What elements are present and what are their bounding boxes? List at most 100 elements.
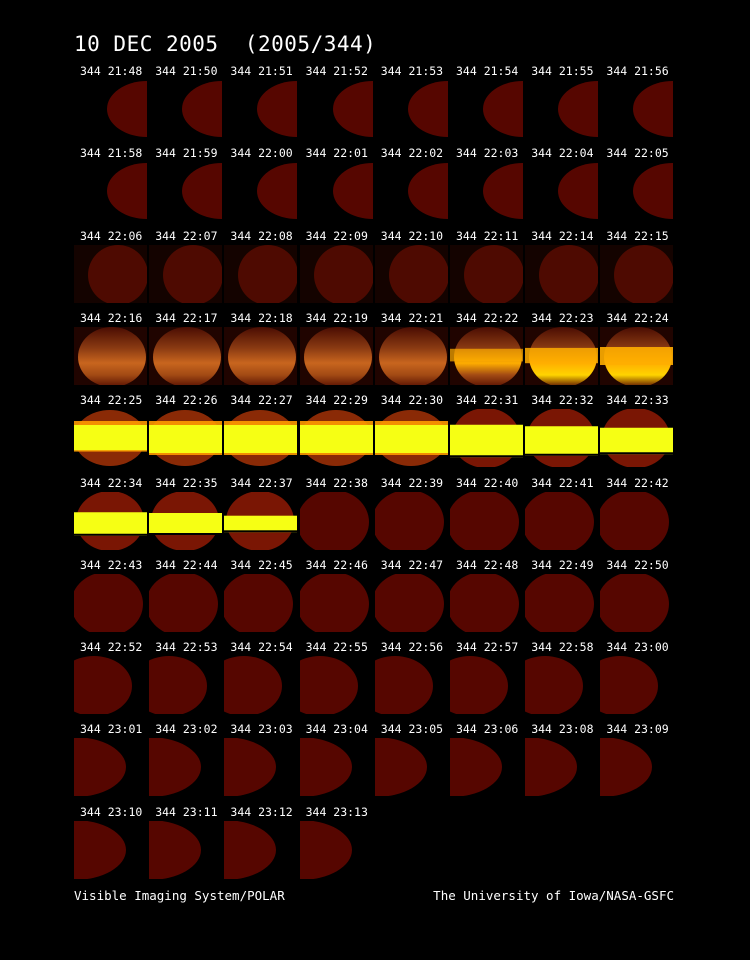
aurora-glow <box>78 326 146 385</box>
uv-earth-image <box>374 656 448 715</box>
image-frame: 344 21:59 <box>149 146 224 228</box>
image-frame: 344 22:54 <box>224 640 299 722</box>
uv-earth-image <box>450 326 523 385</box>
uv-earth-image <box>74 80 147 138</box>
uv-earth-image <box>299 491 373 550</box>
image-frame: 344 21:55 <box>525 64 600 146</box>
uv-earth-image <box>299 409 373 468</box>
frame-timestamp: 344 22:41 <box>531 475 594 490</box>
uv-earth-image <box>74 738 147 797</box>
uv-earth-image <box>74 573 147 632</box>
uv-earth-image <box>525 162 599 221</box>
frame-timestamp: 344 22:47 <box>380 557 444 572</box>
frame-timestamp: 344 22:00 <box>230 146 293 161</box>
image-frame: 344 22:39 <box>374 476 450 558</box>
earth-disk <box>74 656 132 715</box>
uv-earth-image <box>299 326 373 385</box>
uv-earth-image <box>299 80 373 138</box>
earth-disk <box>257 81 298 137</box>
image-frame: 344 23:02 <box>149 722 224 804</box>
frame-timestamp: 344 22:55 <box>305 640 368 655</box>
earth-disk <box>224 656 283 715</box>
frame-timestamp: 344 22:45 <box>230 557 293 572</box>
frame-timestamp: 344 22:40 <box>456 475 519 490</box>
earth-disk <box>388 244 448 303</box>
uv-earth-image <box>149 491 223 550</box>
earth-disk <box>182 163 223 220</box>
image-frame: 344 22:08 <box>224 229 299 311</box>
frame-timestamp: 344 22:05 <box>606 146 669 161</box>
image-frame: 344 22:47 <box>374 557 450 640</box>
image-frame: 344 22:33 <box>600 393 675 475</box>
image-frame: 344 22:04 <box>525 146 600 228</box>
image-frame: 344 21:56 <box>600 64 675 146</box>
frame-timestamp: 344 22:07 <box>155 228 218 243</box>
uv-earth-image <box>149 409 223 468</box>
uv-earth-image <box>374 162 448 221</box>
image-frame: 344 23:13 <box>299 805 375 887</box>
image-frame: 344 22:29 <box>299 393 375 475</box>
uv-earth-image <box>600 162 674 221</box>
footer-credit-left: Visible Imaging System/POLAR <box>74 888 285 903</box>
uv-earth-image <box>374 409 448 468</box>
earth-disk <box>558 81 599 137</box>
earth-disk <box>374 491 444 550</box>
earth-disk <box>88 244 147 303</box>
earth-disk <box>332 163 373 220</box>
earth-disk <box>407 81 448 137</box>
image-frame: 344 22:32 <box>525 393 600 475</box>
earth-disk <box>483 81 523 137</box>
frame-timestamp: 344 22:16 <box>80 310 143 325</box>
image-frame: 344 22:00 <box>224 146 299 228</box>
uv-earth-image <box>299 573 373 632</box>
image-frame: 344 22:25 <box>74 393 149 475</box>
uv-earth-image <box>374 80 448 138</box>
image-frame: 344 22:10 <box>374 229 450 311</box>
earth-disk <box>374 656 433 715</box>
image-frame: 344 23:10 <box>74 805 149 887</box>
saturated-band <box>224 425 298 454</box>
image-frame: 344 23:00 <box>600 640 675 722</box>
frame-timestamp: 344 23:12 <box>230 804 293 819</box>
image-frame: 344 22:15 <box>600 229 675 311</box>
frame-timestamp: 344 22:38 <box>305 475 368 490</box>
earth-disk <box>107 81 147 137</box>
frame-timestamp: 344 23:04 <box>305 722 368 737</box>
frame-timestamp: 344 21:56 <box>606 64 669 78</box>
image-frame: 344 22:19 <box>299 311 375 393</box>
frame-timestamp: 344 21:48 <box>80 64 143 78</box>
uv-earth-image <box>525 244 599 303</box>
frame-timestamp: 344 22:08 <box>230 228 293 243</box>
image-frame: 344 22:45 <box>224 558 299 640</box>
frame-timestamp: 344 22:58 <box>531 640 594 655</box>
frame-timestamp: 344 22:11 <box>456 228 519 243</box>
uv-earth-image <box>224 573 298 632</box>
uv-earth-image <box>299 820 373 879</box>
image-frame: 344 22:23 <box>525 311 600 393</box>
frame-timestamp: 344 21:54 <box>456 64 519 78</box>
uv-earth-image <box>600 573 674 632</box>
frame-timestamp: 344 22:22 <box>456 310 519 325</box>
uv-earth-image <box>149 326 223 385</box>
frame-timestamp: 344 22:17 <box>155 310 218 325</box>
frame-timestamp: 344 22:24 <box>606 310 669 325</box>
aurora-band <box>450 348 523 362</box>
image-frame: 344 22:46 <box>299 558 375 640</box>
uv-earth-image <box>600 491 674 550</box>
frame-timestamp: 344 22:43 <box>80 557 143 572</box>
image-frame: 344 22:09 <box>299 229 375 311</box>
earth-disk <box>299 820 352 879</box>
image-frame: 344 21:52 <box>299 64 375 146</box>
frame-timestamp: 344 21:55 <box>531 64 594 78</box>
earth-disk <box>149 573 219 632</box>
earth-disk <box>224 820 277 879</box>
uv-earth-image <box>374 326 448 385</box>
image-frame: 344 22:07 <box>149 229 224 311</box>
earth-disk <box>107 163 147 220</box>
frame-timestamp: 344 23:02 <box>155 722 218 737</box>
earth-disk <box>614 244 674 303</box>
uv-earth-image <box>450 573 523 632</box>
uv-earth-image <box>525 409 599 468</box>
uv-earth-image <box>74 409 147 468</box>
